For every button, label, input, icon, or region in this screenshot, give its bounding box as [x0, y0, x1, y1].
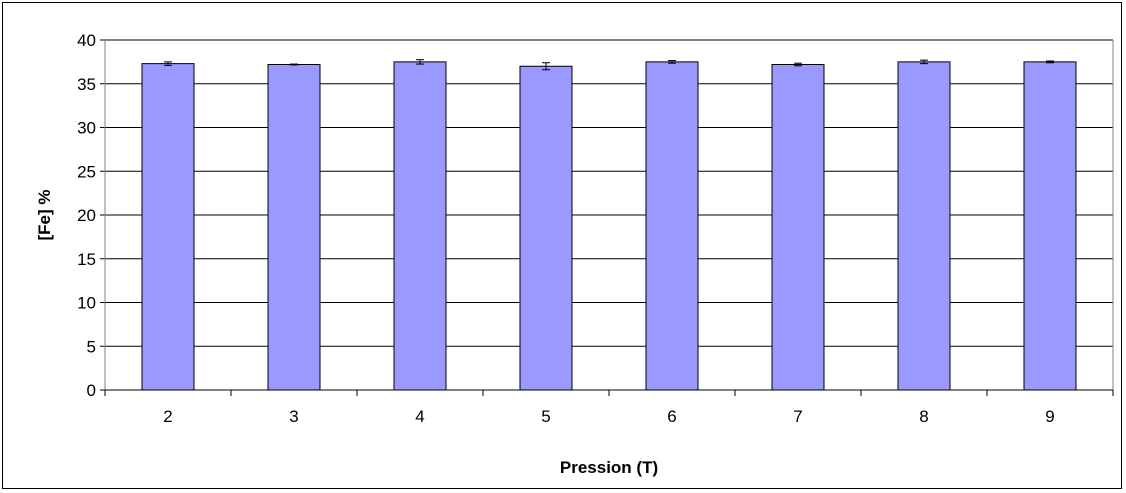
y-tick-label: 5: [87, 337, 96, 356]
bar: [897, 61, 951, 391]
y-tick-label: 15: [77, 250, 96, 269]
bars: [141, 61, 1077, 391]
x-tick-label: 7: [793, 407, 802, 426]
bar: [141, 63, 195, 391]
x-tick-label: 4: [415, 407, 424, 426]
bar: [267, 64, 321, 391]
x-tick-label: 5: [541, 407, 550, 426]
y-axis-title: [Fe] %: [35, 190, 54, 241]
bar: [519, 65, 573, 391]
bar-chart: 0 5 10 15 20 25 30 35 40 2 3 4 5 6 7 8 9 Pression (T) […: [35, 31, 1114, 477]
bar: [1023, 61, 1077, 391]
gridlines: [105, 39, 1113, 347]
x-tick-label: 6: [667, 407, 676, 426]
y-tick-label: 0: [87, 381, 96, 400]
y-tick-label: 20: [77, 206, 96, 225]
y-tick-label: 35: [77, 75, 96, 94]
x-tick-label: 8: [919, 407, 928, 426]
x-axis-title: Pression (T): [560, 458, 658, 477]
x-tick-label: 9: [1045, 407, 1054, 426]
bar: [645, 61, 699, 391]
y-tick-label: 40: [77, 31, 96, 50]
y-tick-label: 30: [77, 119, 96, 138]
x-tick-label: 3: [289, 407, 298, 426]
bar: [393, 61, 447, 391]
x-axis-ticks: 2 3 4 5 6 7 8 9: [104, 390, 1114, 426]
x-tick-label: 2: [163, 407, 172, 426]
y-tick-label: 10: [77, 294, 96, 313]
y-axis-ticks: 0 5 10 15 20 25 30 35 40: [77, 31, 105, 400]
y-tick-label: 25: [77, 162, 96, 181]
error-bars: [164, 59, 1054, 71]
bar: [771, 64, 825, 391]
